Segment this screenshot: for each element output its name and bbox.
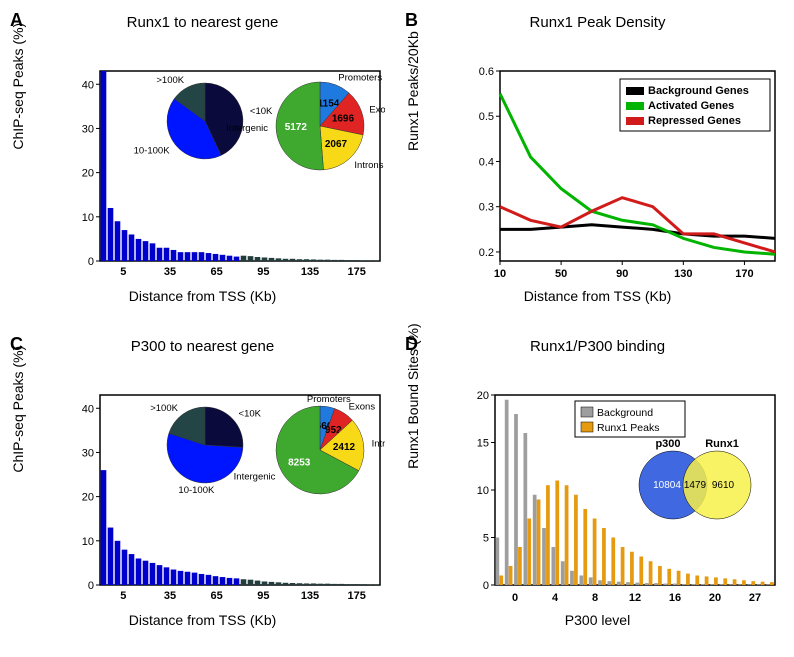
svg-text:>100K: >100K	[156, 75, 184, 86]
panel-b-xlabel: Distance from TSS (Kb)	[405, 288, 790, 304]
svg-text:0.2: 0.2	[479, 247, 494, 259]
svg-text:0: 0	[483, 580, 489, 592]
svg-text:Runx1: Runx1	[705, 438, 739, 450]
svg-text:8: 8	[592, 592, 598, 604]
svg-text:Introns: Introns	[372, 438, 385, 449]
svg-text:20: 20	[82, 168, 94, 180]
svg-text:1479: 1479	[684, 480, 707, 491]
svg-text:Repressed Genes: Repressed Genes	[648, 115, 741, 127]
svg-text:<10K: <10K	[250, 106, 273, 117]
svg-text:4: 4	[552, 592, 559, 604]
panel-a-chart: 0102030405356595135175<10K10-100K>100K11…	[65, 66, 385, 286]
panel-b: B Runx1 Peak Density Runx1 Peaks/20Kb 0.…	[405, 10, 790, 324]
svg-text:10-100K: 10-100K	[178, 485, 215, 496]
svg-text:Introns: Introns	[354, 160, 383, 171]
svg-text:0: 0	[88, 256, 94, 268]
svg-text:50: 50	[555, 268, 567, 280]
svg-text:10: 10	[82, 535, 94, 547]
panel-a: A Runx1 to nearest gene ChIP-seq Peaks (…	[10, 10, 395, 324]
svg-text:Intergenic: Intergenic	[234, 471, 276, 482]
svg-text:2412: 2412	[333, 441, 356, 452]
svg-text:Activated Genes: Activated Genes	[648, 100, 734, 112]
svg-text:0.3: 0.3	[479, 202, 494, 214]
svg-text:Exons: Exons	[369, 104, 385, 115]
panel-d-xlabel: P300 level	[405, 612, 790, 628]
svg-text:>100K: >100K	[150, 402, 178, 413]
svg-text:35: 35	[164, 590, 176, 602]
panel-c-title: P300 to nearest gene	[10, 338, 395, 355]
panel-d-title: Runx1/P300 binding	[405, 338, 790, 355]
panel-c-chart: 0102030405356595135175<10K10-100K>100K66…	[65, 390, 385, 610]
panel-a-ylabel: ChIP-seq Peaks (%)	[10, 23, 26, 150]
panel-d-svg: 0 5 10 15 20 0 4 8 12 16 20 27 Background Runx1 Peaks…	[460, 390, 780, 610]
svg-text:175: 175	[347, 266, 365, 278]
panel-d: D Runx1/P300 binding Runx1 Bound Sites (…	[405, 334, 790, 648]
svg-text:p300: p300	[655, 438, 680, 450]
svg-text:5: 5	[120, 590, 126, 602]
svg-text:15: 15	[477, 437, 489, 449]
svg-text:Runx1 Peaks: Runx1 Peaks	[597, 422, 659, 434]
svg-text:65: 65	[211, 266, 223, 278]
svg-text:90: 90	[616, 268, 628, 280]
svg-text:10: 10	[477, 485, 489, 497]
svg-text:8253: 8253	[288, 457, 311, 468]
svg-text:12: 12	[629, 592, 641, 604]
svg-text:10: 10	[82, 212, 94, 224]
svg-text:20: 20	[709, 592, 721, 604]
svg-text:5172: 5172	[285, 122, 308, 133]
svg-text:16: 16	[669, 592, 681, 604]
svg-text:30: 30	[82, 447, 94, 459]
panel-a-svg: 0102030405356595135175<10K10-100K>100K11…	[65, 66, 385, 286]
svg-text:20: 20	[82, 491, 94, 503]
svg-text:0.6: 0.6	[479, 66, 494, 78]
svg-text:175: 175	[347, 590, 365, 602]
svg-text:130: 130	[674, 268, 692, 280]
svg-text:<10K: <10K	[239, 408, 262, 419]
svg-text:Background Genes: Background Genes	[648, 85, 749, 97]
svg-text:10804: 10804	[653, 480, 681, 491]
panel-b-ylabel: Runx1 Peaks/20Kb	[405, 31, 421, 151]
svg-text:170: 170	[735, 268, 753, 280]
svg-text:40: 40	[82, 79, 94, 91]
svg-text:135: 135	[301, 266, 319, 278]
panel-c: C P300 to nearest gene ChIP-seq Peaks (%…	[10, 334, 395, 648]
svg-text:40: 40	[82, 403, 94, 415]
svg-text:30: 30	[82, 123, 94, 135]
svg-text:9610: 9610	[712, 480, 735, 491]
svg-text:1696: 1696	[332, 113, 355, 124]
svg-text:135: 135	[301, 590, 319, 602]
svg-text:Intergenic: Intergenic	[226, 123, 268, 134]
panel-d-ylabel: Runx1 Bound Sites (%)	[405, 324, 421, 470]
svg-text:35: 35	[164, 266, 176, 278]
svg-text:27: 27	[749, 592, 761, 604]
svg-text:0.5: 0.5	[479, 111, 494, 123]
svg-text:Promoters: Promoters	[338, 72, 382, 83]
svg-text:10: 10	[494, 268, 506, 280]
panel-b-svg: 0.2 0.3 0.4 0.5 0.6 10 50 90 130 170 Background Ge…	[460, 66, 780, 286]
svg-text:0: 0	[88, 580, 94, 592]
svg-text:0: 0	[512, 592, 518, 604]
svg-text:2067: 2067	[325, 139, 348, 150]
panel-b-chart: 0.2 0.3 0.4 0.5 0.6 10 50 90 130 170 Background Ge…	[460, 66, 780, 286]
svg-text:Exons: Exons	[349, 401, 376, 412]
svg-text:65: 65	[211, 590, 223, 602]
svg-text:20: 20	[477, 390, 489, 402]
panel-c-xlabel: Distance from TSS (Kb)	[10, 612, 395, 628]
panel-a-title: Runx1 to nearest gene	[10, 14, 395, 31]
svg-text:0.4: 0.4	[479, 156, 494, 168]
svg-text:Background: Background	[597, 407, 653, 419]
svg-text:10-100K: 10-100K	[134, 145, 171, 156]
svg-text:Promoters: Promoters	[307, 393, 351, 404]
panel-a-xlabel: Distance from TSS (Kb)	[10, 288, 395, 304]
figure-grid: A Runx1 to nearest gene ChIP-seq Peaks (…	[10, 10, 784, 647]
svg-text:5: 5	[483, 532, 489, 544]
panel-c-ylabel: ChIP-seq Peaks (%)	[10, 346, 26, 473]
svg-text:95: 95	[257, 590, 269, 602]
panel-c-svg: 0102030405356595135175<10K10-100K>100K66…	[65, 390, 385, 610]
panel-letter-b: B	[405, 10, 418, 31]
svg-text:95: 95	[257, 266, 269, 278]
panel-d-chart: 0 5 10 15 20 0 4 8 12 16 20 27 Background Runx1 Peaks…	[460, 390, 780, 610]
panel-b-title: Runx1 Peak Density	[405, 14, 790, 31]
svg-text:5: 5	[120, 266, 126, 278]
